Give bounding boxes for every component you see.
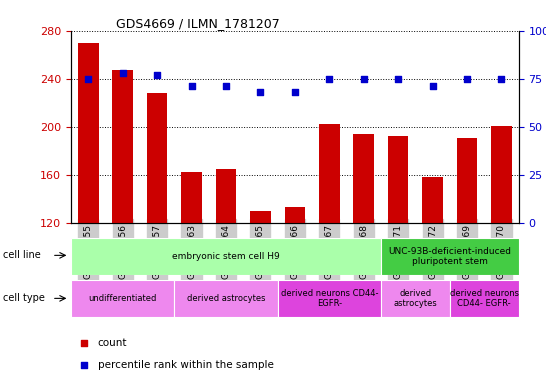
Point	[462, 76, 471, 82]
Point	[394, 76, 402, 82]
Bar	[71, 280, 174, 317]
Bar	[491, 126, 512, 223]
Bar	[112, 70, 133, 223]
Text: embryonic stem cell H9: embryonic stem cell H9	[172, 252, 280, 261]
Bar	[319, 124, 340, 223]
Point	[428, 83, 437, 89]
Text: undifferentiated: undifferentiated	[88, 294, 157, 303]
Bar	[78, 43, 98, 223]
Bar	[422, 177, 443, 223]
Point	[187, 83, 196, 89]
Text: cell line: cell line	[3, 250, 40, 260]
Point	[118, 70, 127, 76]
Text: count: count	[98, 338, 127, 348]
Text: derived neurons CD44-
EGFR-: derived neurons CD44- EGFR-	[281, 289, 378, 308]
Point	[80, 362, 89, 368]
Bar	[381, 238, 519, 275]
Bar	[250, 211, 271, 223]
Bar	[450, 280, 519, 317]
Bar	[216, 169, 236, 223]
Point	[325, 76, 334, 82]
Bar	[381, 280, 450, 317]
Bar	[181, 172, 202, 223]
Bar	[284, 207, 305, 223]
Point	[222, 83, 230, 89]
Point	[497, 76, 506, 82]
Text: derived neurons
CD44- EGFR-: derived neurons CD44- EGFR-	[450, 289, 519, 308]
Bar	[277, 280, 381, 317]
Bar	[147, 93, 168, 223]
Point	[153, 72, 162, 78]
Text: derived astrocytes: derived astrocytes	[187, 294, 265, 303]
Bar	[174, 280, 277, 317]
Bar	[388, 136, 408, 223]
Point	[80, 340, 89, 346]
Text: percentile rank within the sample: percentile rank within the sample	[98, 360, 274, 370]
Text: GDS4669 / ILMN_1781207: GDS4669 / ILMN_1781207	[116, 17, 280, 30]
Text: cell type: cell type	[3, 293, 45, 303]
Text: derived
astrocytes: derived astrocytes	[394, 289, 437, 308]
Text: UNC-93B-deficient-induced
pluripotent stem: UNC-93B-deficient-induced pluripotent st…	[388, 247, 511, 266]
Point	[290, 89, 299, 95]
Bar	[71, 238, 381, 275]
Point	[256, 89, 265, 95]
Bar	[456, 137, 477, 223]
Point	[359, 76, 368, 82]
Bar	[353, 134, 374, 223]
Point	[84, 76, 93, 82]
